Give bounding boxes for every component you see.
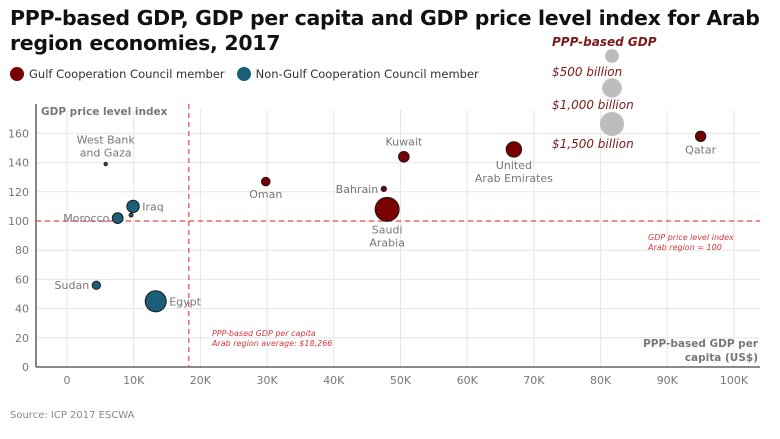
x-tick-label: 80K bbox=[590, 374, 612, 387]
x-tick-label: 20K bbox=[190, 374, 212, 387]
chart-title: PPP-based GDP, GDP per capita and GDP pr… bbox=[10, 6, 760, 55]
legend-item-non-gcc[interactable]: Non-Gulf Cooperation Council member bbox=[236, 67, 479, 81]
reference-lines: PPP-based GDP per capita Arab region aver… bbox=[36, 104, 760, 367]
point-label-line: Kuwait bbox=[385, 135, 422, 148]
x-axis-title-line: capita (US$) bbox=[685, 352, 758, 364]
point-labels: Qatar United Arab Emirates Kuwait Oman Bahrai… bbox=[55, 133, 717, 308]
point-label-line: and Gaza bbox=[80, 146, 132, 159]
legend-label-non-gcc: Non-Gulf Cooperation Council member bbox=[255, 67, 479, 81]
point-label-line: Sudan bbox=[55, 279, 90, 292]
point-label-line: Arab Emirates bbox=[475, 172, 553, 185]
size-legend-title: PPP-based GDP bbox=[552, 35, 657, 49]
point-label: Saudi Arabia bbox=[369, 223, 405, 249]
size-legend: PPP-based GDP $500 billion $1,000 billion $… bbox=[552, 35, 657, 151]
data-point bbox=[380, 185, 387, 192]
x-tick-label: 10K bbox=[123, 374, 145, 387]
data-point bbox=[505, 141, 523, 158]
y-tick-label: 40 bbox=[15, 303, 29, 316]
y-axis-title: GDP price level index bbox=[41, 106, 168, 118]
reference-note-gdp-per-capita: PPP-based GDP per capita Arab region aver… bbox=[211, 329, 332, 348]
reference-note-line: GDP price level index bbox=[648, 233, 734, 242]
legend-item-gcc[interactable]: Gulf Cooperation Council member bbox=[10, 67, 225, 81]
y-tick-label: 60 bbox=[15, 273, 29, 286]
x-tick-label: 40K bbox=[323, 374, 345, 387]
point-label-line: Morocco bbox=[63, 212, 109, 225]
reference-note-line: Arab region = 100 bbox=[647, 243, 722, 252]
x-tick-label: 30K bbox=[256, 374, 278, 387]
point-label: Egypt bbox=[169, 295, 201, 308]
point-label: Iraq bbox=[142, 200, 164, 213]
point-label: Morocco bbox=[63, 212, 109, 225]
size-legend-bubble bbox=[605, 49, 619, 63]
legend-label-gcc: Gulf Cooperation Council member bbox=[29, 67, 225, 81]
point-label: United Arab Emirates bbox=[475, 159, 553, 185]
data-points bbox=[91, 130, 707, 313]
size-legend-label: $1,500 billion bbox=[552, 137, 634, 151]
y-tick-label: 20 bbox=[15, 332, 29, 345]
point-label-line: Arabia bbox=[369, 236, 405, 249]
y-tick-label: 80 bbox=[15, 244, 29, 257]
point-label-line: United bbox=[496, 159, 532, 172]
y-tick-label: 140 bbox=[8, 157, 29, 170]
point-label: Sudan bbox=[55, 279, 90, 292]
x-tick-label: 70K bbox=[523, 374, 545, 387]
color-legend: Gulf Cooperation Council member Non-Gulf… bbox=[10, 67, 491, 81]
point-label-line: Qatar bbox=[685, 144, 716, 157]
y-tick-label: 0 bbox=[22, 361, 29, 374]
data-point bbox=[126, 199, 140, 214]
reference-note-price-level: GDP price level index Arab region = 100 bbox=[647, 233, 734, 252]
point-label-line: Iraq bbox=[142, 200, 164, 213]
size-legend-label: $500 billion bbox=[552, 65, 622, 79]
data-point bbox=[103, 161, 108, 167]
point-label-line: Egypt bbox=[169, 295, 201, 308]
x-tick-label: 100K bbox=[720, 374, 749, 387]
reference-note-line: PPP-based GDP per capita bbox=[212, 329, 316, 338]
point-label-line: Bahrain bbox=[336, 183, 379, 196]
data-point bbox=[128, 212, 134, 218]
axes: GDP price level index PPP-based GDP per ca… bbox=[35, 104, 760, 368]
data-point bbox=[398, 150, 410, 163]
point-label: Qatar bbox=[685, 144, 716, 157]
data-point bbox=[111, 212, 124, 224]
point-label: Bahrain bbox=[336, 183, 379, 196]
y-tick-label: 120 bbox=[8, 186, 29, 199]
point-label-line: Oman bbox=[249, 188, 282, 201]
tick-labels: 0 20 40 60 80 100 120 140 160 0 10K 20K 30K 40K 50K 60K… bbox=[8, 127, 749, 387]
legend-swatch-non-gcc bbox=[236, 67, 251, 81]
size-legend-label: $1,000 billion bbox=[552, 98, 634, 112]
data-point bbox=[260, 176, 271, 187]
point-label-line: Saudi bbox=[372, 223, 403, 236]
x-tick-label: 90K bbox=[657, 374, 679, 387]
point-label: Oman bbox=[249, 188, 282, 201]
size-legend-bubble bbox=[599, 111, 625, 137]
x-tick-label: 60K bbox=[457, 374, 479, 387]
point-label: West Bank and Gaza bbox=[77, 133, 136, 159]
x-tick-label: 0 bbox=[64, 374, 71, 387]
point-label: Kuwait bbox=[385, 135, 422, 148]
point-label-line: West Bank bbox=[77, 133, 136, 146]
data-point bbox=[91, 280, 102, 290]
y-tick-label: 100 bbox=[8, 215, 29, 228]
source-note: Source: ICP 2017 ESCWA bbox=[10, 410, 135, 421]
x-axis-title: PPP-based GDP per capita (US$) bbox=[643, 338, 759, 364]
data-point bbox=[144, 290, 167, 313]
legend-swatch-gcc bbox=[10, 67, 24, 81]
reference-note-line: Arab region average: $18,266 bbox=[211, 339, 332, 348]
x-tick-label: 50K bbox=[390, 374, 412, 387]
x-axis-title-line: PPP-based GDP per bbox=[643, 338, 759, 350]
y-tick-label: 160 bbox=[8, 127, 29, 140]
data-point bbox=[374, 196, 400, 222]
size-legend-bubble bbox=[602, 78, 622, 98]
data-point bbox=[694, 130, 707, 143]
